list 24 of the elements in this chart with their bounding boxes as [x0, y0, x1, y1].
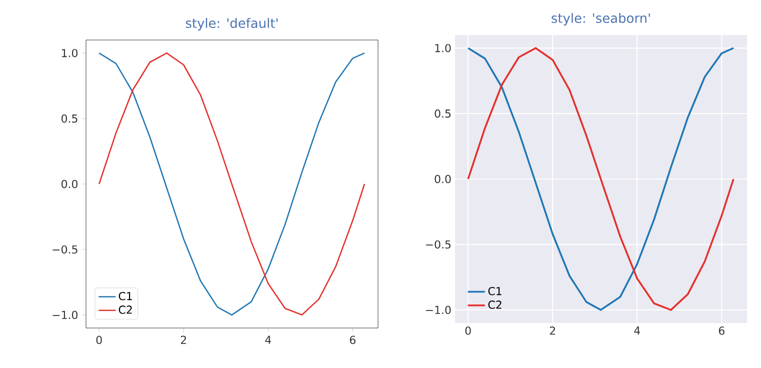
x-tick-label: 0 — [465, 326, 471, 335]
chart-title: style: 'default' — [186, 18, 278, 30]
y-tick-label: −0.5 — [52, 245, 78, 254]
legend-label: C2 — [488, 300, 502, 309]
chart-title: style: 'seaborn' — [552, 12, 650, 26]
x-tick-label: 6 — [350, 336, 356, 344]
y-tick-label: 1.0 — [435, 44, 451, 52]
x-tick-label: 6 — [718, 326, 724, 335]
y-tick-label: 0.5 — [62, 114, 78, 123]
x-tick-label: 4 — [634, 326, 640, 335]
legend-label: C2 — [118, 306, 132, 314]
y-tick-label: 1.0 — [62, 48, 78, 58]
y-tick-label: 0.5 — [434, 109, 451, 118]
legend-label: C1 — [488, 286, 502, 296]
y-tick-label: 0.0 — [62, 180, 78, 188]
x-tick-label: 2 — [180, 336, 186, 344]
y-tick-label: −1.0 — [426, 306, 451, 314]
x-tick-label: 0 — [96, 336, 102, 344]
x-tick-label: 4 — [265, 336, 272, 344]
y-tick-label: −0.5 — [426, 240, 451, 249]
x-tick-label: 2 — [550, 326, 556, 335]
legend-label: C1 — [118, 292, 132, 300]
y-tick-label: 0.0 — [434, 174, 451, 184]
y-tick-label: −1.0 — [52, 310, 78, 320]
